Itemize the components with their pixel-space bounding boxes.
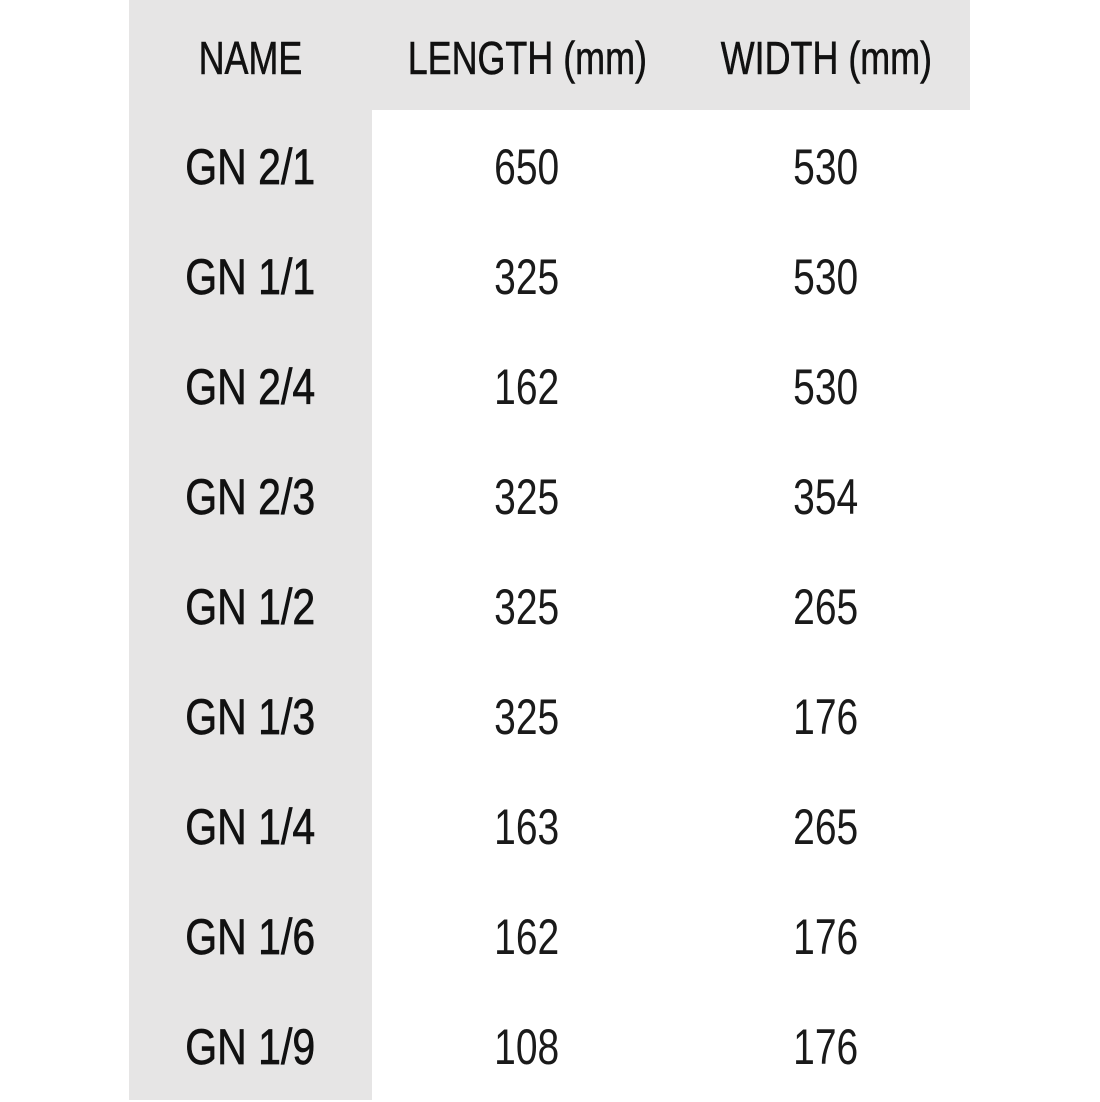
length-cell: 325 (372, 662, 682, 772)
name-cell-text: GN 2/3 (185, 469, 316, 526)
width-cell-text: 530 (793, 139, 859, 195)
width-cell-text: 176 (793, 909, 859, 965)
width-cell: 265 (682, 772, 970, 882)
width-cell-text: 265 (793, 799, 859, 855)
width-cell: 176 (682, 992, 970, 1102)
header-name-label: NAME (198, 32, 303, 85)
header-length: LENGTH (mm) (372, 3, 682, 113)
length-cell: 163 (372, 772, 682, 882)
width-cell-text: 176 (793, 1019, 859, 1075)
table-row: GN 1/4 163 265 (129, 772, 970, 882)
width-cell-text: 354 (793, 469, 859, 525)
header-name: NAME (129, 3, 372, 113)
name-cell: GN 1/1 (129, 222, 372, 332)
table-row: GN 1/9 108 176 (129, 992, 970, 1102)
table-row: GN 2/3 325 354 (129, 442, 970, 552)
header-width: WIDTH (mm) (682, 3, 970, 113)
length-cell: 650 (372, 112, 682, 222)
width-cell: 530 (682, 332, 970, 442)
name-cell: GN 1/2 (129, 552, 372, 662)
length-cell-text: 325 (494, 249, 560, 305)
header-length-label: LENGTH (mm) (407, 32, 647, 85)
name-cell-text: GN 2/4 (185, 359, 316, 416)
header-width-label: WIDTH (mm) (720, 32, 932, 85)
table-row: GN 1/3 325 176 (129, 662, 970, 772)
width-cell: 530 (682, 112, 970, 222)
name-cell-text: GN 1/6 (185, 909, 316, 966)
name-cell-text: GN 1/4 (185, 799, 316, 856)
length-cell-text: 108 (494, 1019, 560, 1075)
length-cell-text: 162 (494, 909, 560, 965)
table-row: GN 2/4 162 530 (129, 332, 970, 442)
name-cell-text: GN 2/1 (185, 139, 316, 196)
name-cell: GN 2/3 (129, 442, 372, 552)
length-cell: 108 (372, 992, 682, 1102)
width-cell: 176 (682, 662, 970, 772)
width-cell-text: 530 (793, 249, 859, 305)
width-cell: 265 (682, 552, 970, 662)
length-cell: 325 (372, 222, 682, 332)
width-cell-text: 176 (793, 689, 859, 745)
length-cell-text: 325 (494, 579, 560, 635)
width-cell-text: 530 (793, 359, 859, 415)
length-cell-text: 325 (494, 469, 560, 525)
table-header: NAME LENGTH (mm) WIDTH (mm) (129, 3, 970, 113)
width-cell: 354 (682, 442, 970, 552)
name-cell-text: GN 1/3 (185, 689, 316, 746)
length-cell-text: 163 (494, 799, 560, 855)
length-cell: 325 (372, 442, 682, 552)
length-cell: 325 (372, 552, 682, 662)
name-cell: GN 1/3 (129, 662, 372, 772)
length-cell-text: 325 (494, 689, 560, 745)
name-cell-text: GN 1/1 (185, 249, 316, 306)
width-cell-text: 265 (793, 579, 859, 635)
name-cell-text: GN 1/2 (185, 579, 316, 636)
length-cell: 162 (372, 882, 682, 992)
name-cell: GN 1/9 (129, 992, 372, 1102)
table-row: GN 1/1 325 530 (129, 222, 970, 332)
name-cell: GN 1/4 (129, 772, 372, 882)
header-background (129, 0, 970, 110)
length-cell-text: 650 (494, 139, 560, 195)
table-row: GN 1/2 325 265 (129, 552, 970, 662)
table-row: GN 1/6 162 176 (129, 882, 970, 992)
name-cell-text: GN 1/9 (185, 1019, 316, 1076)
width-cell: 176 (682, 882, 970, 992)
length-cell-text: 162 (494, 359, 560, 415)
table-row: GN 2/1 650 530 (129, 112, 970, 222)
name-cell: GN 2/1 (129, 112, 372, 222)
length-cell: 162 (372, 332, 682, 442)
width-cell: 530 (682, 222, 970, 332)
name-cell: GN 2/4 (129, 332, 372, 442)
name-cell: GN 1/6 (129, 882, 372, 992)
name-column-background (129, 110, 372, 1100)
